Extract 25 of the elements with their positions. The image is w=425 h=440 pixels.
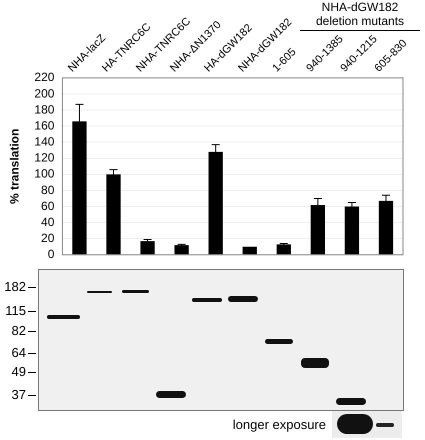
bar xyxy=(276,244,291,254)
y-axis-title: % translation xyxy=(8,128,22,204)
y-tick-label: 0 xyxy=(48,247,55,262)
text: longer exposure xyxy=(232,417,326,432)
text: 182 xyxy=(4,279,26,294)
bar xyxy=(242,246,257,254)
y-tick-label: 160 xyxy=(34,118,55,132)
y-tick-label: 100 xyxy=(34,166,55,181)
y-tick-label: 220 xyxy=(34,70,55,84)
y-tick-label: 80 xyxy=(41,182,55,197)
y-tick-label: 60 xyxy=(41,198,55,213)
bar xyxy=(174,245,189,254)
y-tick-label: 120 xyxy=(34,150,55,165)
y-tick-label: 200 xyxy=(34,86,55,100)
text: 115 xyxy=(5,303,26,318)
text: 82 xyxy=(12,323,26,338)
y-tick-label: 180 xyxy=(34,102,55,116)
y-tick-label: 40 xyxy=(41,214,55,229)
text: NHA-dGW182 deletion mutants xyxy=(300,0,420,31)
bar xyxy=(140,241,155,254)
text: 49 xyxy=(12,364,26,379)
y-tick-label: 20 xyxy=(41,231,55,246)
y-tick-label: 140 xyxy=(34,134,55,149)
text: 37 xyxy=(12,387,26,402)
text: 64 xyxy=(12,345,26,360)
